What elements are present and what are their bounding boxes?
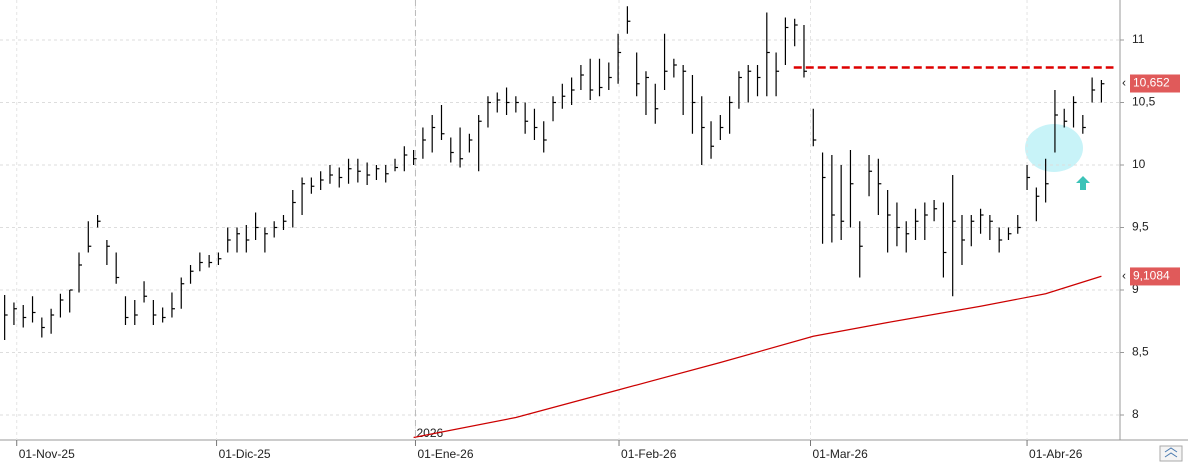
icon-chevron [1164,452,1178,458]
moving-average [413,275,1102,439]
y-tick-label: 8,5 [1132,345,1149,359]
y-tick-label: 10 [1132,157,1146,171]
y-tick-label: 9 [1132,282,1139,296]
price-label: 10,652 [1133,76,1170,90]
x-tick-label: 01-Nov-25 [19,447,75,461]
year-label: 2026 [416,426,443,440]
x-tick-label: 01-Feb-26 [621,447,677,461]
price-pointer: ‹ [1122,269,1126,283]
y-tick-label: 8 [1132,407,1139,421]
y-tick-label: 10,5 [1132,95,1156,109]
y-tick-label: 11 [1132,32,1145,46]
price-badge [1130,74,1180,93]
x-tick-label: 01-Ene-26 [417,447,473,461]
price-badge [1130,267,1180,286]
x-tick-label: 01-Abr-26 [1029,447,1083,461]
icon-chevron [1164,447,1178,453]
price-label: 9,1084 [1133,269,1170,283]
price-pointer: ‹ [1122,76,1126,90]
x-tick-label: 01-Mar-26 [812,447,868,461]
up-arrow [1076,176,1090,190]
highlight-ellipse [1025,124,1083,172]
y-tick-label: 9,5 [1132,220,1149,234]
x-tick-label: 01-Dic-25 [219,447,271,461]
scroll-icon[interactable] [1159,445,1183,462]
